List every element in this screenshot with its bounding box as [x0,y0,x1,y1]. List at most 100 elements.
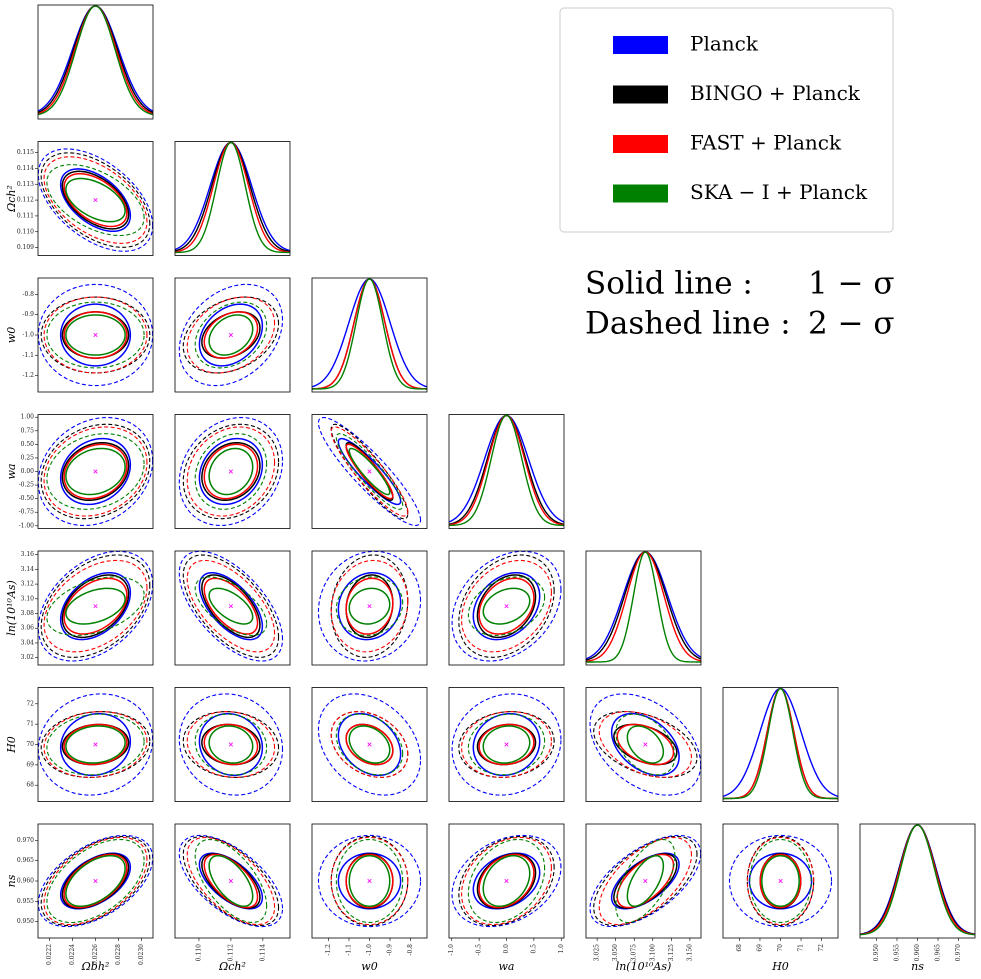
contour-ellipse [746,835,815,927]
fiducial-marker [228,742,233,747]
contour-ellipse [65,725,126,764]
x-tick-label: 0.0228 [115,944,122,965]
panel [317,551,422,662]
contour-ellipse [461,836,552,926]
contour-ellipse [38,148,153,252]
x-tick-label: 69 [756,944,763,952]
legend-swatch [613,135,668,153]
fiducial-marker [367,742,372,747]
fiducial-marker [93,604,98,609]
contour-ellipse [728,834,833,928]
y-tick-label: 3.08 [21,610,35,617]
contour-ellipse [317,551,422,662]
panel-frame [174,141,291,256]
panel [860,824,975,936]
x-tick-label: 0.950 [873,944,880,961]
panel-frame [174,823,291,939]
contour-ellipse [178,834,284,928]
contour-ellipse [40,835,151,927]
y-axis-label: H0 [5,736,18,754]
contour-ellipse [63,853,128,909]
fiducial-marker [778,878,783,884]
x-tick-label: 3.100 [649,944,656,961]
contour-ellipse [63,577,128,635]
contour-ellipse [43,426,148,517]
panel-frame [311,277,428,393]
panel [178,834,284,928]
contour-ellipse [478,723,535,766]
contour-ellipse [63,723,128,766]
contour-ellipse [203,443,259,500]
y-tick-label: 0.25 [21,454,35,461]
x-axis-label: w0 [361,960,377,973]
fiducial-marker [93,878,98,884]
contour-ellipse [46,576,145,636]
panel-frame [311,414,428,529]
contour-ellipse [746,836,815,926]
x-tick-label: -0.9 [387,944,394,956]
contour-ellipse [345,853,394,909]
y-tick-label: 70 [26,741,34,748]
contour-ellipse [59,437,132,506]
x-tick-label: -1.0 [366,944,373,956]
contour-ellipse [46,713,145,776]
fiducial-marker [643,742,648,747]
contour-ellipse [203,311,259,359]
contour-ellipse [59,168,132,233]
contour-ellipse [451,551,562,662]
x-tick-label: 3.075 [631,944,638,961]
contour-ellipse [472,852,541,910]
contour-ellipse [178,551,284,662]
panel [728,834,833,928]
contour-ellipse [61,574,130,639]
panel-frame [174,550,291,666]
contour-ellipse [208,587,254,625]
panel [589,834,701,928]
x-tick-label: 0.0226 [92,944,99,965]
x-tick-label: 0.0224 [69,944,76,965]
legend-label: SKA − I + Planck [690,180,868,204]
y-tick-label: 0.955 [17,898,34,905]
y-tick-label: -0.8 [22,291,34,298]
x-tick-label: 0.970 [955,944,962,961]
x-axis-label: Ωch² [218,960,246,973]
y-tick-label: 68 [26,782,34,789]
contour-ellipse [208,314,254,356]
panel [451,693,562,796]
contour-ellipse [330,835,409,927]
x-axis-label: Ωbh² [81,960,110,973]
contour-ellipse [43,711,148,778]
contour-ellipse [478,853,535,909]
posterior-curve [860,824,975,936]
x-tick-label: 68 [736,944,743,952]
x-tick-label: -1.0 [448,944,455,956]
y-tick-label: 72 [26,700,34,707]
posterior-curve [449,414,564,526]
posterior-curve [312,278,427,388]
contour-note: Dashed line : [585,306,791,342]
panel-frame [37,4,154,120]
contour-ellipse [476,574,537,639]
panel [38,551,153,662]
y-tick-label: 0.970 [17,837,34,844]
contour-ellipse [194,576,268,636]
contour-ellipse [65,447,126,496]
panel [451,834,562,928]
y-tick-label: 0.00 [21,468,35,475]
y-axis-label: ns [5,874,18,887]
contour-ellipse [194,301,268,369]
y-tick-label: 0.75 [21,427,35,434]
x-tick-label: 0.112 [227,944,234,961]
panel [38,834,153,928]
contour-ellipse [482,854,531,908]
contour-ellipse [589,693,701,796]
panel [451,551,562,662]
x-axis-label: ns [911,960,924,973]
contour-ellipse [194,713,268,776]
contour-ellipse [182,296,280,374]
contour-ellipse [335,838,404,924]
panel-frame [722,687,839,802]
panel-frame [311,687,428,802]
contour-ellipse [593,835,698,927]
